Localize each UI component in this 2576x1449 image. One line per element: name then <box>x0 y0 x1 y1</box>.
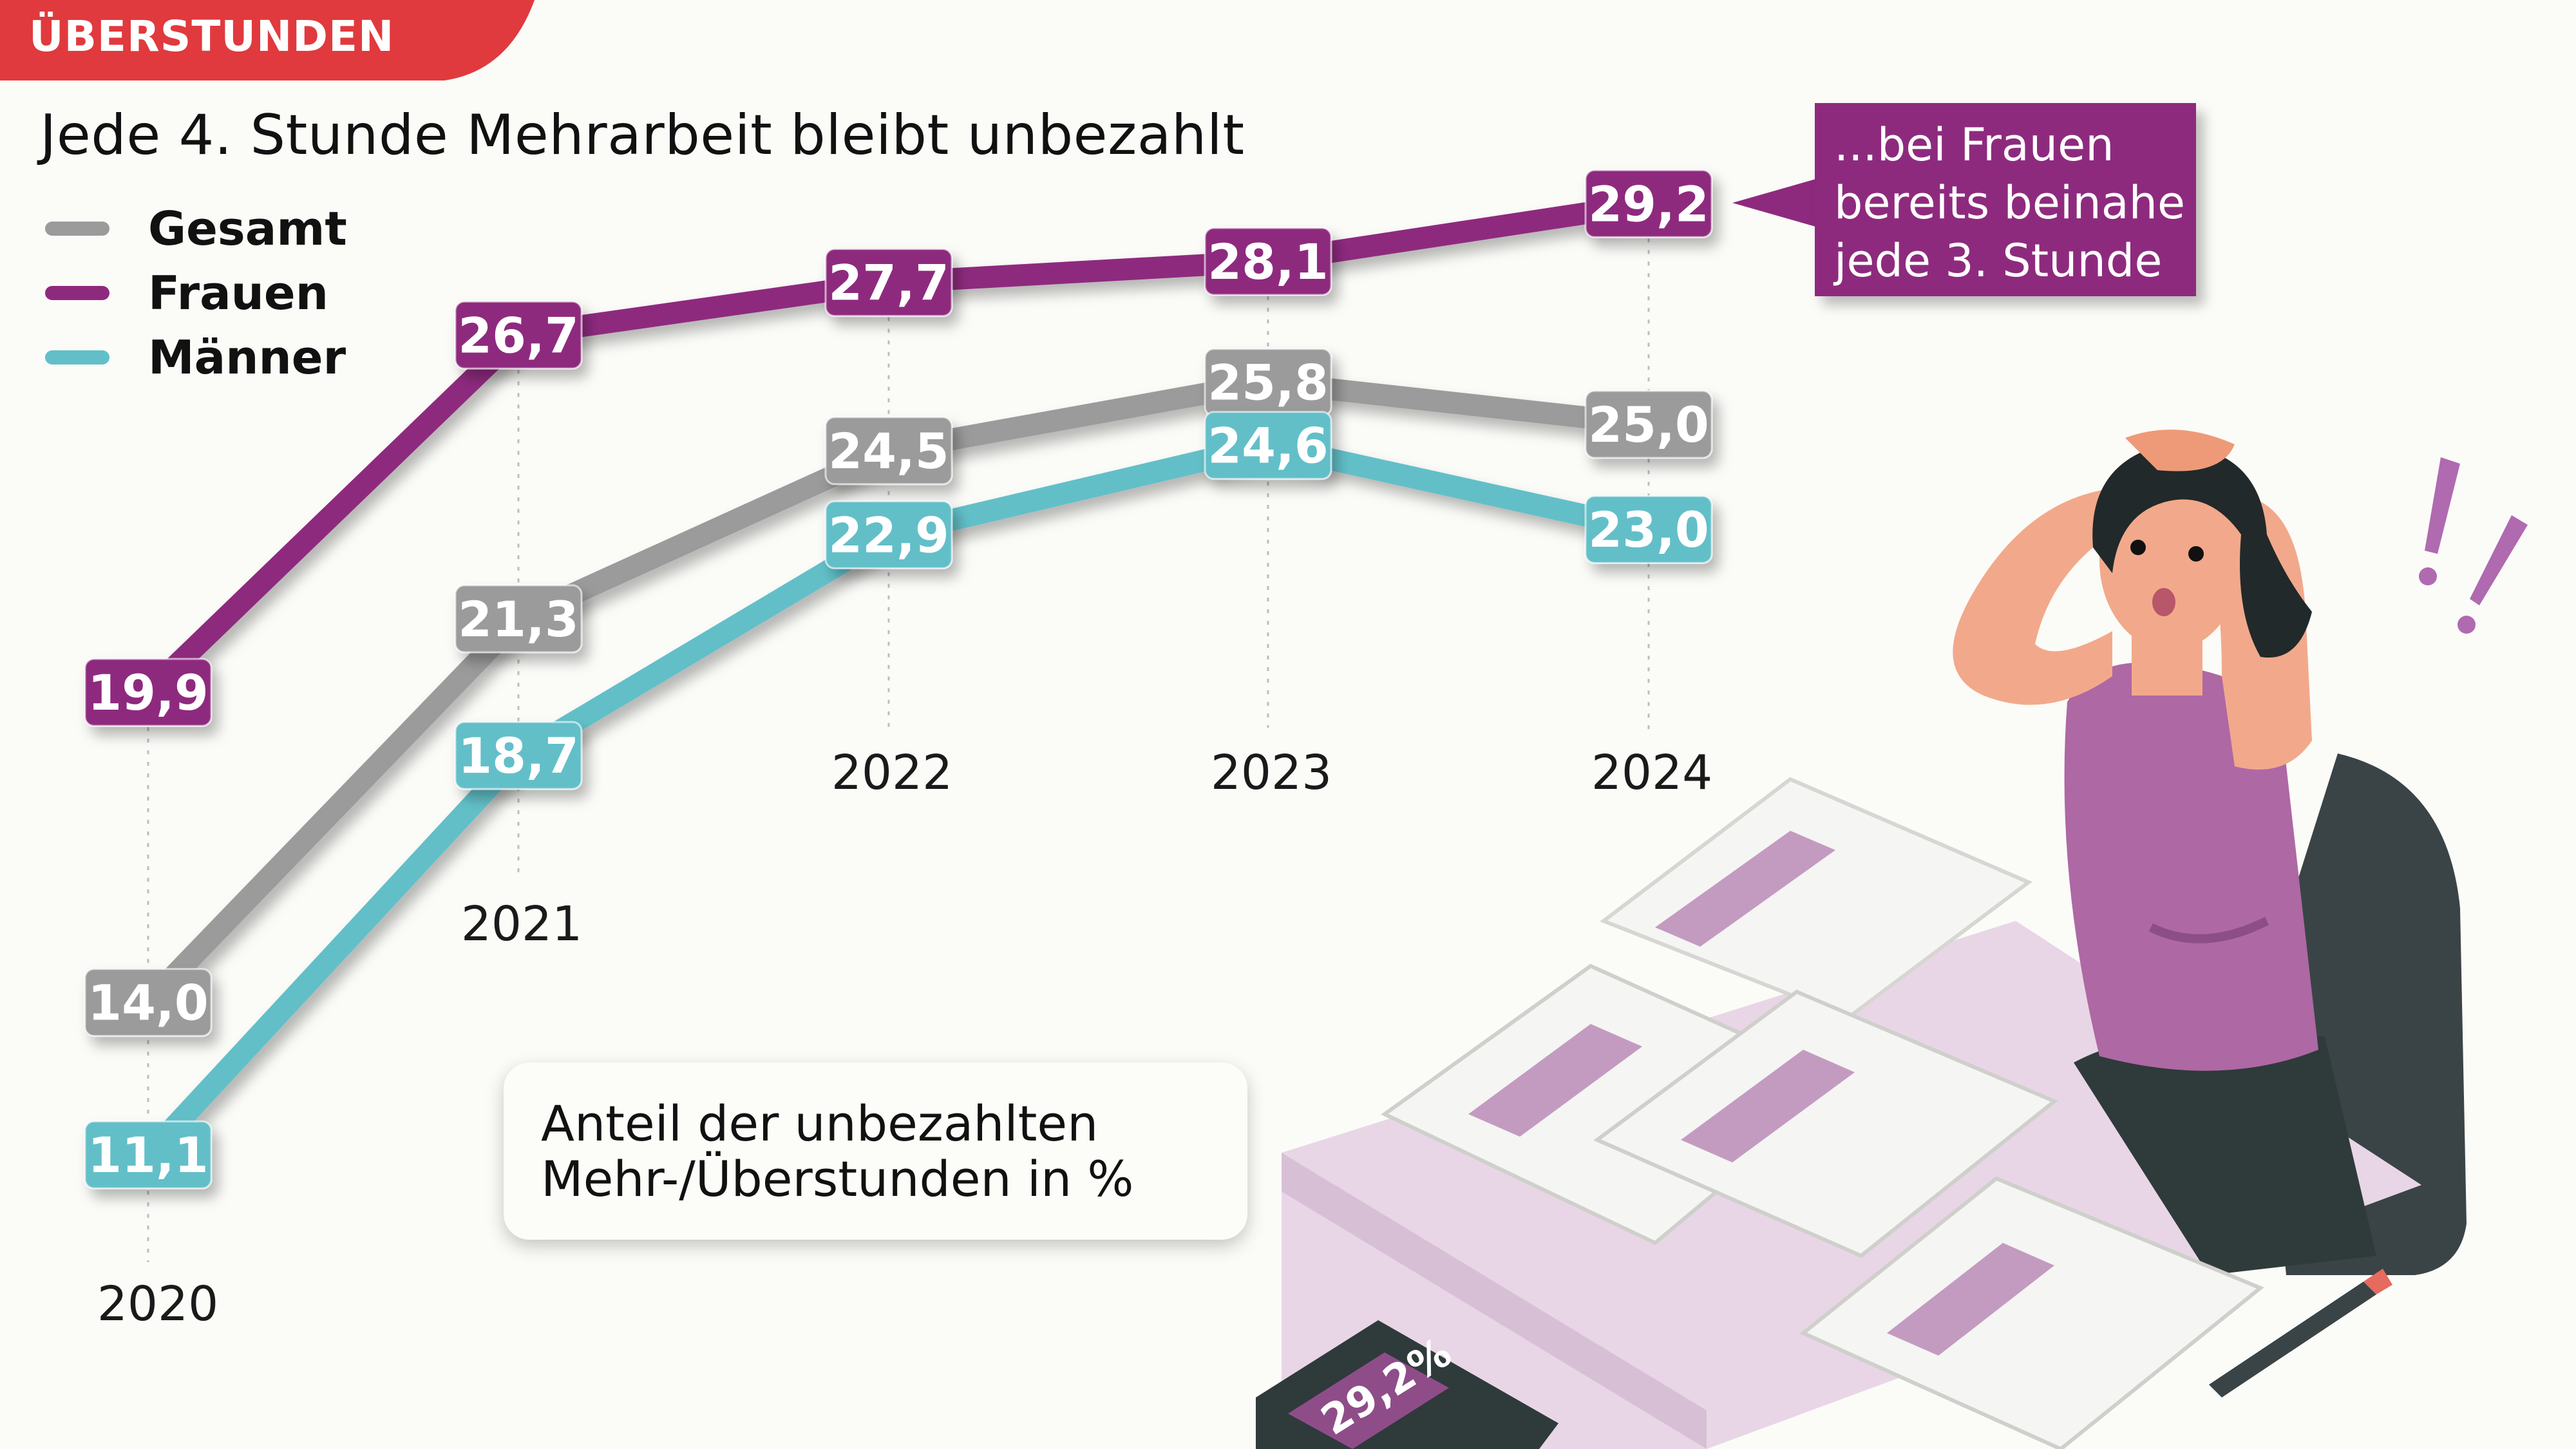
data-point-maenner <box>454 721 583 790</box>
callout-line: bereits beinahe <box>1834 176 2186 229</box>
legend-label-maenner: Männer <box>148 330 346 384</box>
legend-swatch-maenner <box>45 350 109 365</box>
annotation-callout: ...bei Frauen bereits beinahe jede 3. St… <box>1815 103 2196 296</box>
legend-item-maenner: Männer <box>45 328 346 386</box>
data-label-gesamt-2022: 24,5 <box>824 416 953 486</box>
data-label-maenner-2021: 18,7 <box>454 721 583 790</box>
pencil-illustration <box>2209 1282 2376 1397</box>
data-label-text: 18,7 <box>458 727 579 784</box>
data-point-maenner <box>84 1120 213 1189</box>
data-point-frauen <box>824 248 953 317</box>
data-label-text: 29,2 <box>1588 175 1709 232</box>
data-label-maenner-2022: 22,9 <box>824 500 953 569</box>
data-label-text: 24,6 <box>1208 417 1329 475</box>
data-label-text: 23,0 <box>1588 501 1709 558</box>
data-point-gesamt <box>1584 390 1713 459</box>
data-label-gesamt-2021: 21,3 <box>454 584 583 654</box>
data-label-frauen-2023: 28,1 <box>1204 227 1332 296</box>
callout-line: ...bei Frauen <box>1834 118 2114 171</box>
data-point-frauen <box>454 300 583 370</box>
unit-note-box: Anteil der unbezahlten Mehr-/Überstunden… <box>504 1063 1247 1240</box>
data-label-text: 26,7 <box>458 307 579 364</box>
unit-note-line: Mehr-/Überstunden in % <box>541 1150 1134 1208</box>
section-kicker-banner <box>0 0 535 80</box>
data-label-text: 14,0 <box>88 974 209 1032</box>
data-label-frauen-2022: 27,7 <box>824 248 953 317</box>
data-label-text: 27,7 <box>828 254 949 312</box>
x-tick-label-2021: 2021 <box>461 896 582 952</box>
data-point-gesamt <box>84 968 213 1037</box>
data-label-text: 24,5 <box>828 422 949 480</box>
x-tick-label-2023: 2023 <box>1211 745 1332 800</box>
legend-label-frauen: Frauen <box>148 266 329 320</box>
legend-swatch-frauen <box>45 286 109 300</box>
data-label-frauen-2024: 29,2 <box>1584 169 1713 238</box>
data-point-frauen <box>1584 169 1713 238</box>
data-label-frauen-2020: 19,9 <box>84 658 213 727</box>
section-kicker: ÜBERSTUNDEN <box>29 12 395 61</box>
data-label-text: 21,3 <box>458 591 579 648</box>
data-label-text: 25,8 <box>1208 354 1329 412</box>
data-label-gesamt-2024: 25,0 <box>1584 390 1713 459</box>
document-illustration <box>1381 777 2264 1449</box>
data-label-frauen-2021: 26,7 <box>454 300 583 370</box>
legend-label-gesamt: Gesamt <box>148 202 347 256</box>
data-label-text: 19,9 <box>88 664 209 721</box>
data-label-maenner-2023: 24,6 <box>1204 411 1332 480</box>
x-tick-label-2020: 2020 <box>97 1276 218 1332</box>
data-label-text: 28,1 <box>1208 233 1329 290</box>
data-label-gesamt-2023: 25,8 <box>1204 348 1332 417</box>
data-label-maenner-2020: 11,1 <box>84 1120 213 1189</box>
data-point-frauen <box>84 658 213 727</box>
legend-item-frauen: Frauen <box>45 264 328 322</box>
calculator-illustration: 29,2% <box>1256 1320 1558 1449</box>
data-label-maenner-2024: 23,0 <box>1584 495 1713 564</box>
data-point-gesamt <box>824 416 953 486</box>
x-tick-label-2024: 2024 <box>1591 745 1712 800</box>
callout-pointer <box>1732 177 1823 229</box>
unit-note-line: Anteil der unbezahlten <box>541 1095 1099 1152</box>
data-label-text: 25,0 <box>1588 396 1709 453</box>
legend-swatch-gesamt <box>45 222 109 236</box>
chart-title: Jede 4. Stunde Mehrarbeit bleibt unbezah… <box>40 103 1245 167</box>
data-point-maenner <box>824 500 953 569</box>
data-point-maenner <box>1204 411 1332 480</box>
data-label-gesamt-2020: 14,0 <box>84 968 213 1037</box>
data-label-text: 22,9 <box>828 506 949 564</box>
legend-item-gesamt: Gesamt <box>45 200 347 258</box>
x-tick-label-2022: 2022 <box>831 745 952 800</box>
data-point-frauen <box>1204 227 1332 296</box>
data-point-maenner <box>1584 495 1713 564</box>
callout-line: jede 3. Stunde <box>1834 234 2163 287</box>
exclamation-icon <box>2419 457 2528 634</box>
data-point-gesamt <box>454 584 583 654</box>
data-label-text: 11,1 <box>88 1126 209 1184</box>
illustration-stressed-woman: 29,2% <box>1256 430 2528 1449</box>
